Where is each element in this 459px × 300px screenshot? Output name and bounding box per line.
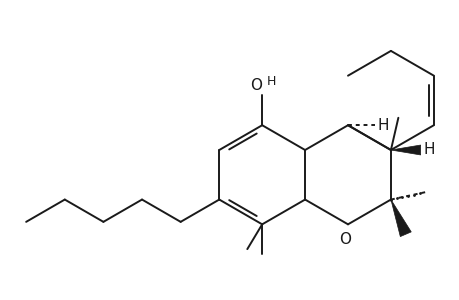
Text: H: H (422, 142, 434, 158)
Text: O: O (250, 78, 262, 93)
Polygon shape (390, 145, 420, 155)
Text: O: O (339, 232, 351, 247)
Polygon shape (390, 200, 410, 237)
Text: H: H (266, 75, 275, 88)
Text: H: H (377, 118, 388, 133)
